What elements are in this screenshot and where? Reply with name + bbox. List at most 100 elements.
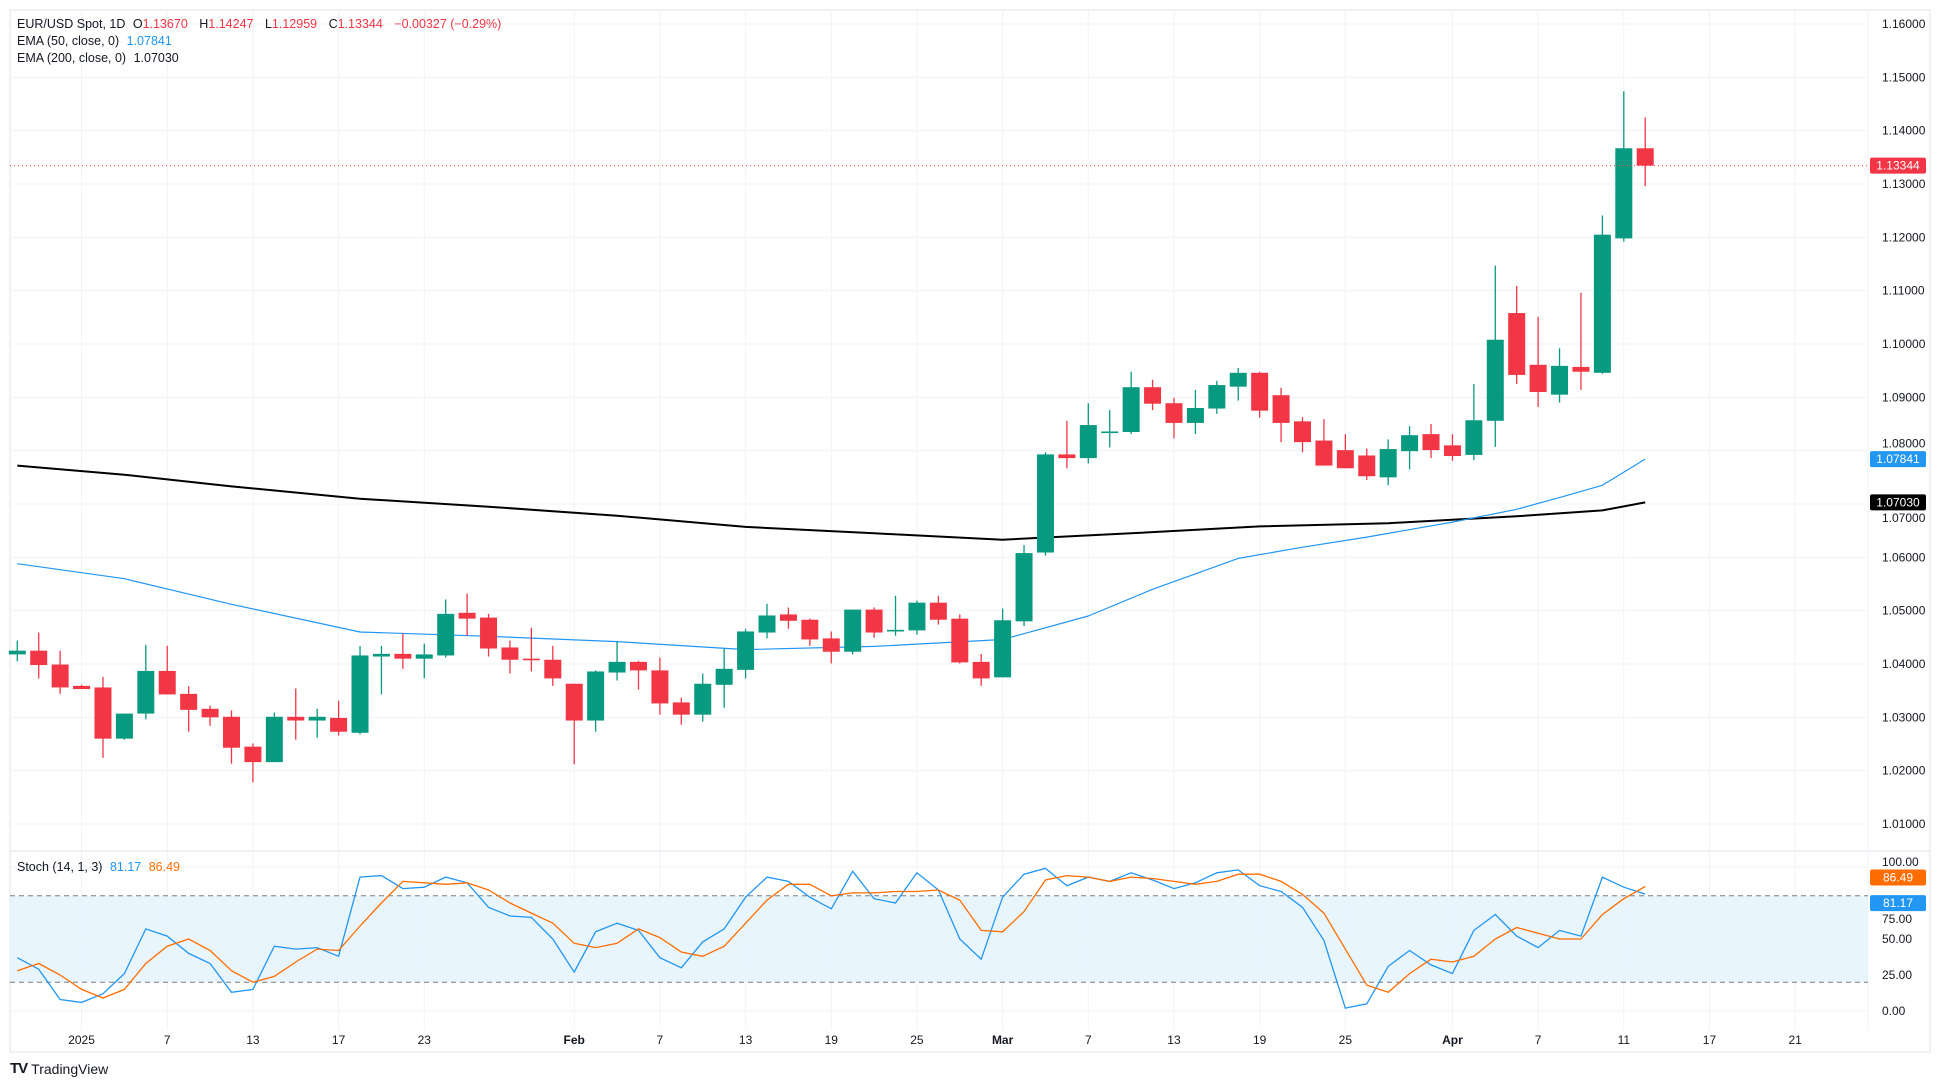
candle-down (1422, 434, 1440, 451)
stoch-legend: Stoch (14, 1, 3) 81.17 86.49 (17, 860, 184, 874)
candle-up (1551, 365, 1569, 395)
candle-down (565, 683, 583, 721)
candle-down (1572, 366, 1590, 372)
stoch-tick-label: 25.00 (1882, 968, 1912, 982)
price-tick-label: 1.14000 (1882, 124, 1926, 138)
stoch-k-label: 81.17 (1883, 896, 1913, 910)
candle-down (201, 708, 219, 718)
candle-up (1465, 420, 1483, 455)
stoch-tick-label: 50.00 (1882, 932, 1912, 946)
ema200-value: 1.07030 (133, 51, 179, 65)
candle-up (758, 615, 776, 633)
candle-up (415, 654, 433, 659)
candle-up (1615, 148, 1633, 239)
ema50-value: 1.07841 (126, 34, 172, 48)
candle-up (1122, 387, 1140, 432)
candle-down (180, 693, 198, 710)
price-tick-label: 1.05000 (1882, 604, 1926, 618)
candle-up (1186, 407, 1204, 423)
time-tick-label: 11 (1618, 1033, 1631, 1047)
price-tick-label: 1.16000 (1882, 17, 1926, 31)
candle-up (265, 716, 283, 763)
price-tick-label: 1.11000 (1882, 284, 1925, 298)
low-value: L1.12959 (265, 17, 321, 31)
candle-up (1593, 234, 1611, 373)
open-label: O (132, 17, 143, 31)
candle-down (822, 638, 840, 652)
ema200-line (17, 464, 1646, 541)
tradingview-logo[interactable]: TV TradingView (10, 1060, 108, 1077)
stoch-d-badge (1870, 869, 1926, 886)
candle-down (1443, 445, 1461, 456)
ema50-legend: EMA (50, close, 0) 1.07841 (17, 34, 176, 48)
candle-up (694, 683, 712, 715)
candle-down (629, 661, 647, 671)
candle-down (244, 746, 262, 763)
time-tick-label: 7 (1535, 1033, 1542, 1047)
low-label: L (264, 17, 272, 31)
candle-up (844, 609, 862, 652)
candle-down (158, 670, 176, 695)
ema50-label: EMA (50, close, 0) (17, 34, 120, 48)
candle-down (1358, 455, 1376, 477)
candle-down (501, 647, 519, 660)
last-price-badge (1870, 157, 1926, 174)
high-label: H (199, 17, 209, 31)
time-tick-label: 23 (418, 1033, 432, 1047)
stoch-tick-label: 75.00 (1882, 912, 1912, 926)
candle-down (1272, 395, 1290, 423)
stoch-k-badge (1870, 895, 1926, 912)
candle-up (715, 668, 733, 685)
candle-up (608, 661, 626, 673)
candle-down (394, 653, 412, 659)
candle-up (737, 631, 755, 670)
stoch-label: Stoch (14, 1, 3) (17, 860, 103, 874)
stoch-k-line (16, 867, 1646, 1009)
candle-up (1486, 339, 1504, 421)
time-tick-label: 13 (246, 1033, 260, 1047)
candle-up (115, 713, 133, 739)
candle-up (1401, 435, 1419, 452)
time-tick-label: 17 (332, 1033, 346, 1047)
time-tick-label: 17 (1703, 1033, 1717, 1047)
symbol-legend: EUR/USD Spot, 1D O1.13670 H1.14247 L1.12… (17, 17, 505, 31)
price-tick-label: 1.04000 (1882, 657, 1926, 671)
candle-down (1144, 387, 1162, 404)
ema50-line (17, 458, 1646, 651)
candle-up (887, 629, 905, 632)
ema200-price-badge (1870, 494, 1926, 511)
stoch-tick-label: 100.00 (1882, 855, 1919, 869)
price-tick-label: 1.06000 (1882, 550, 1926, 564)
stoch-k-value: 81.17 (109, 860, 142, 874)
symbol-name: EUR/USD Spot, 1D (17, 17, 126, 31)
time-tick-label: 13 (739, 1033, 753, 1047)
candle-up (372, 653, 390, 657)
candle-down (1294, 421, 1311, 443)
candle-down (94, 687, 112, 739)
stoch-d-label: 86.49 (1883, 870, 1913, 884)
candle-down (929, 602, 947, 620)
candle-down (480, 617, 498, 649)
candle-up (1079, 425, 1097, 459)
price-tick-label: 1.12000 (1882, 230, 1926, 244)
ema200-price-label: 1.07030 (1876, 495, 1920, 509)
high-number: 1.14247 (208, 17, 254, 31)
candle-down (651, 670, 669, 704)
candle-up (1379, 449, 1397, 478)
candle-up (8, 650, 26, 655)
stoch-d-value: 86.49 (148, 860, 180, 874)
candle-up (1015, 553, 1033, 622)
time-tick-label: 7 (164, 1033, 171, 1047)
close-label: C (328, 17, 338, 31)
candle-down (458, 612, 476, 619)
time-tick-label: 19 (825, 1033, 839, 1047)
time-tick-label: Mar (992, 1033, 1014, 1047)
last-price-label: 1.13344 (1876, 159, 1920, 173)
time-tick-label: 13 (1167, 1033, 1181, 1047)
candle-down (51, 664, 69, 688)
tradingview-logo-text: TradingView (31, 1060, 109, 1077)
candle-down (287, 716, 305, 721)
time-tick-label: Feb (564, 1033, 585, 1047)
price-tick-label: 1.03000 (1882, 710, 1926, 724)
